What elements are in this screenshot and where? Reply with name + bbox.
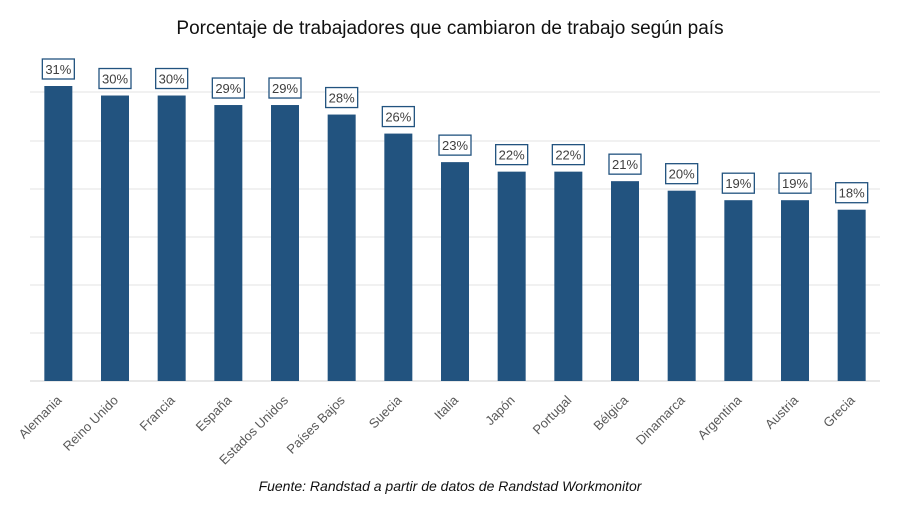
data-label-1: 30% (102, 72, 128, 87)
bar-10 (611, 181, 639, 381)
data-label-box-3 (211, 77, 245, 99)
data-label-box-6 (381, 105, 415, 128)
data-label-box-0 (41, 58, 75, 80)
data-label-box-13 (778, 172, 812, 194)
bar-chart: 31% 30% 30% 29% 29% 28% 26% 23% 22% 22% 21% 20% 19% 1… (16, 58, 880, 468)
data-label-3: 29% (215, 81, 241, 96)
bar-14 (837, 209, 866, 381)
bar-3 (214, 105, 243, 381)
data-label-box-9 (551, 143, 585, 166)
data-label-5: 28% (329, 91, 355, 106)
bar-12 (724, 200, 753, 381)
x-tick-label-11: Dinamarca (633, 392, 689, 448)
x-tick-label-10: Bélgica (590, 392, 631, 433)
x-tick-label-7: Italia (431, 392, 462, 423)
bar-4 (271, 105, 299, 381)
bar-11 (667, 190, 696, 381)
data-label-12: 19% (725, 176, 751, 191)
x-tick-label-13: Austria (762, 392, 802, 432)
data-label-box-12 (721, 172, 755, 194)
x-tick-label-8: Japón (482, 393, 518, 429)
x-tick-label-14: Grecia (820, 392, 858, 430)
data-label-box-11 (665, 163, 699, 185)
data-label-14: 18% (839, 186, 865, 201)
data-label-box-14 (835, 182, 869, 204)
data-label-box-1 (98, 67, 132, 90)
bar-0 (44, 86, 73, 381)
data-labels: 31% 30% 30% 29% 29% 28% 26% 23% 22% 22% 21% 20% 19% 1… (41, 58, 869, 204)
chart-title: Porcentaje de trabajadores que cambiaron… (176, 18, 724, 39)
data-label-box-8 (495, 143, 529, 166)
data-label-8: 22% (499, 148, 525, 163)
bar-5 (327, 114, 356, 381)
data-label-11: 20% (669, 167, 695, 182)
x-tick-label-2: Francia (137, 392, 179, 434)
data-label-box-2 (155, 67, 189, 90)
data-label-9: 22% (555, 148, 581, 163)
data-label-2: 30% (159, 72, 185, 87)
data-label-7: 23% (442, 138, 468, 153)
data-label-box-5 (325, 86, 359, 109)
x-tick-label-6: Suecia (366, 392, 405, 431)
bar-9 (554, 171, 583, 381)
data-label-13: 19% (782, 176, 808, 191)
x-tick-label-5: Países Bajos (284, 392, 349, 457)
bar-13 (781, 200, 809, 381)
data-label-0: 31% (45, 62, 71, 77)
data-label-4: 29% (272, 81, 298, 96)
data-label-box-7 (438, 134, 472, 156)
bar-2 (157, 95, 186, 382)
bar-7 (441, 162, 469, 381)
data-label-6: 26% (385, 110, 411, 125)
x-tick-label-3: España (193, 392, 235, 434)
x-tick-label-0: Alemania (16, 392, 65, 441)
data-label-box-4 (268, 77, 302, 99)
bars (44, 86, 866, 382)
x-tick-label-12: Argentina (694, 392, 745, 443)
x-tick-label-9: Portugal (530, 392, 575, 437)
bar-6 (384, 133, 413, 381)
source-note: Fuente: Randstad a partir de datos de Ra… (258, 478, 642, 494)
bar-8 (497, 171, 526, 381)
bar-1 (101, 95, 129, 382)
data-label-10: 21% (612, 157, 638, 172)
data-label-box-10 (608, 153, 642, 175)
x-tick-label-1: Reino Unido (60, 393, 121, 454)
